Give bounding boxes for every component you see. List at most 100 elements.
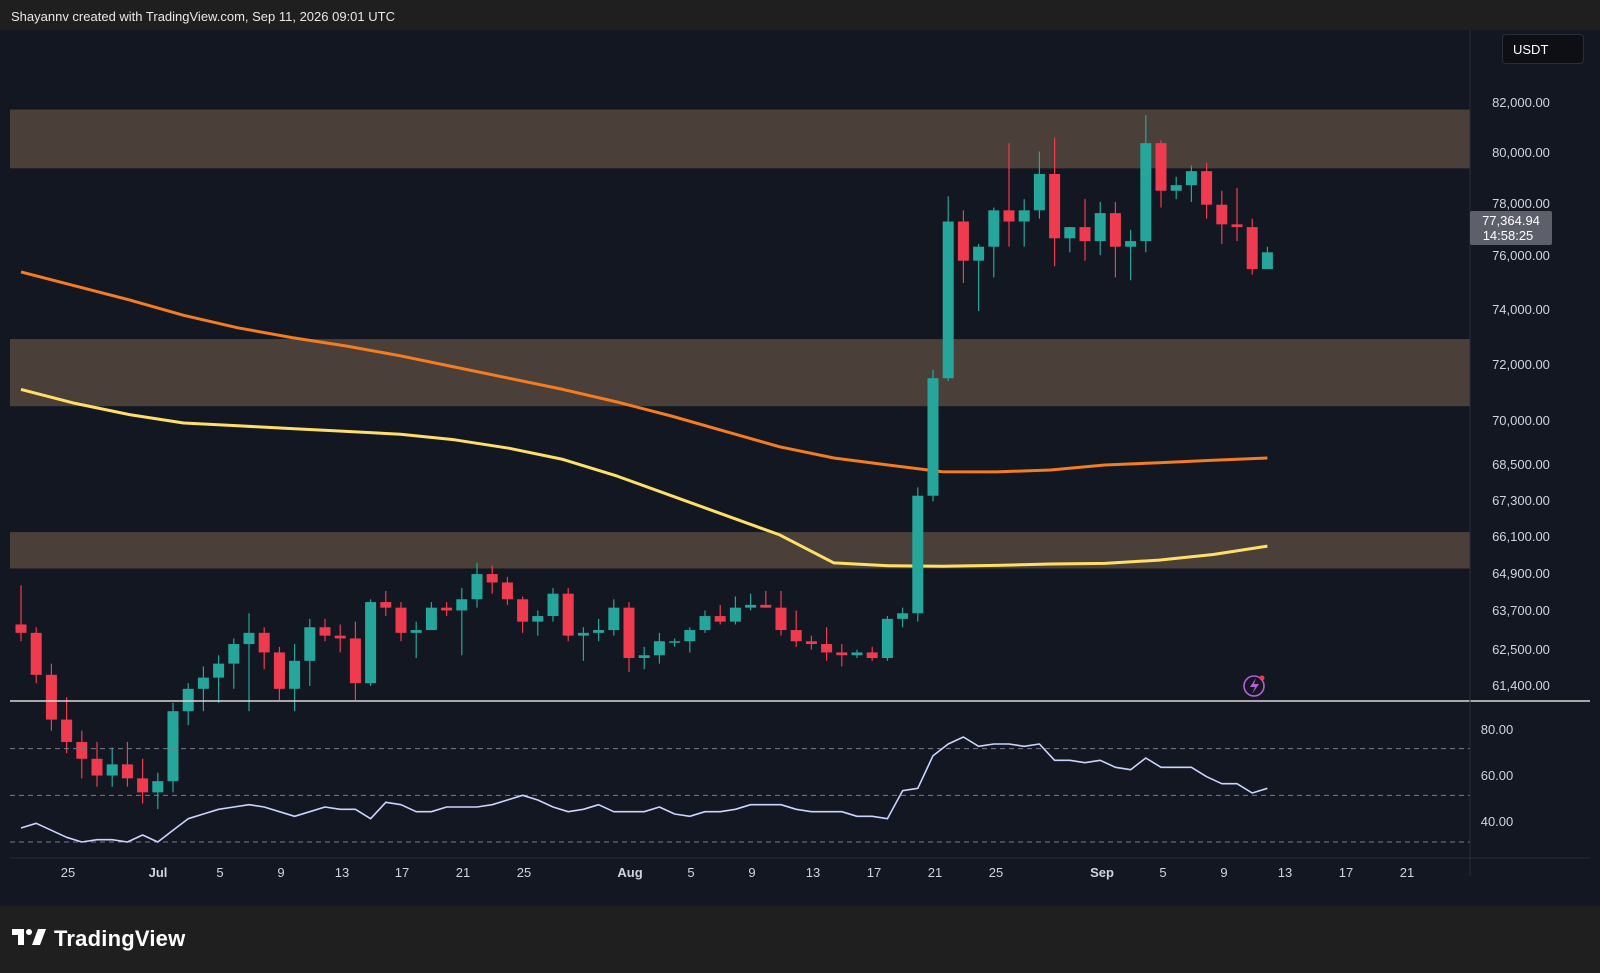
candle-body xyxy=(729,607,741,622)
candle xyxy=(243,613,255,712)
candle-body xyxy=(699,616,711,631)
candle-body xyxy=(927,378,939,496)
candle-body xyxy=(1018,210,1030,222)
candle xyxy=(638,646,650,670)
chart-canvas[interactable]: 80.00 60.00 40.00 82,000.00 80,000.00 78,000… xyxy=(10,30,1590,906)
alert-ring xyxy=(1243,675,1265,697)
candle xyxy=(517,596,529,633)
candle xyxy=(912,487,924,622)
candle-body xyxy=(243,632,255,645)
candle xyxy=(228,638,240,689)
candle-body xyxy=(228,644,240,664)
ma-orange-line xyxy=(20,270,1268,474)
candle xyxy=(593,618,605,642)
candle-body xyxy=(1261,252,1273,270)
candle-body xyxy=(912,495,924,614)
candle xyxy=(395,602,407,642)
price-zone-1 xyxy=(10,109,1470,169)
candle-body xyxy=(942,221,954,379)
candle-body xyxy=(653,641,665,656)
countdown-label: 14:58:25 xyxy=(1483,228,1534,243)
chart-frame[interactable]: 80.00 60.00 40.00 82,000.00 80,000.00 78,000… xyxy=(10,30,1590,906)
candle xyxy=(182,683,194,726)
attribution-text: Shayannv created with TradingView.com, S… xyxy=(11,9,395,24)
candle-body xyxy=(638,655,650,659)
candle-body xyxy=(1185,171,1197,186)
candle xyxy=(1109,201,1121,278)
candle-body xyxy=(137,778,149,793)
candle-body xyxy=(1231,224,1243,228)
candle xyxy=(1185,165,1197,202)
candle xyxy=(213,655,225,703)
candle-body xyxy=(1079,227,1091,242)
candle-body xyxy=(45,674,57,720)
candle-body xyxy=(30,632,42,675)
candle-body xyxy=(395,607,407,633)
alert-dot xyxy=(1259,675,1265,681)
candle xyxy=(349,621,361,700)
candle xyxy=(973,243,985,312)
candle-body xyxy=(106,764,118,776)
candle xyxy=(1170,176,1182,200)
candle xyxy=(1003,143,1015,247)
time-tick-label: 9 xyxy=(1220,865,1227,880)
candle-body xyxy=(349,638,361,684)
price-tick-label: 80,000.00 xyxy=(1492,145,1550,160)
candle-body xyxy=(365,602,377,684)
candle xyxy=(45,663,57,731)
candle-body xyxy=(684,630,696,642)
tradingview-logo[interactable]: TradingView xyxy=(12,926,185,952)
lightning-bolt xyxy=(1250,678,1259,694)
candle-body xyxy=(1109,213,1121,247)
last-price-tag xyxy=(1470,211,1552,245)
price-tick-label: 63,700.00 xyxy=(1492,603,1550,618)
candle xyxy=(425,602,437,631)
candle xyxy=(410,621,422,659)
candle xyxy=(486,565,498,594)
candle-body xyxy=(866,652,878,659)
time-tick-label: Jul xyxy=(149,865,168,880)
candle xyxy=(714,604,726,625)
candle-body xyxy=(881,618,893,659)
rsi-tick-label: 80.00 xyxy=(1481,722,1514,737)
price-zone-3 xyxy=(10,532,1470,569)
candle xyxy=(152,772,164,810)
candle-body xyxy=(76,741,88,759)
candle xyxy=(319,618,331,642)
candle xyxy=(15,585,27,642)
candle xyxy=(289,644,301,712)
time-tick-label: 25 xyxy=(517,865,531,880)
candle-body xyxy=(988,210,1000,247)
time-tick-label: 17 xyxy=(867,865,881,880)
candle xyxy=(699,610,711,633)
candle xyxy=(1049,137,1061,267)
candle xyxy=(1079,199,1091,261)
candle xyxy=(1140,115,1152,253)
candle-body xyxy=(608,607,620,631)
top-bar: Shayannv created with TradingView.com, S… xyxy=(0,0,1600,30)
candle-body xyxy=(182,688,194,712)
candle-body xyxy=(623,607,635,659)
candlestick-series xyxy=(15,115,1273,810)
candle xyxy=(729,596,741,625)
candle-body xyxy=(456,599,468,611)
rsi-pane: 80.00 60.00 40.00 xyxy=(10,722,1514,843)
candle xyxy=(471,562,483,608)
candle-body xyxy=(805,641,817,645)
time-tick-label: 5 xyxy=(1159,865,1166,880)
currency-selector[interactable]: USDT xyxy=(1502,34,1584,64)
candle xyxy=(942,196,954,382)
candle-body xyxy=(1201,171,1213,205)
candle-body xyxy=(547,593,559,617)
time-tick-label: 13 xyxy=(806,865,820,880)
candle-body xyxy=(258,632,270,653)
candle xyxy=(805,635,817,650)
candle-body xyxy=(167,711,179,782)
candle xyxy=(501,576,513,605)
price-tick-label: 70,000.00 xyxy=(1492,413,1550,428)
bottom-bar xyxy=(0,906,1600,973)
candle xyxy=(304,618,316,687)
time-tick-label: 9 xyxy=(277,865,284,880)
candle xyxy=(441,602,453,617)
candle-body xyxy=(1064,227,1076,239)
